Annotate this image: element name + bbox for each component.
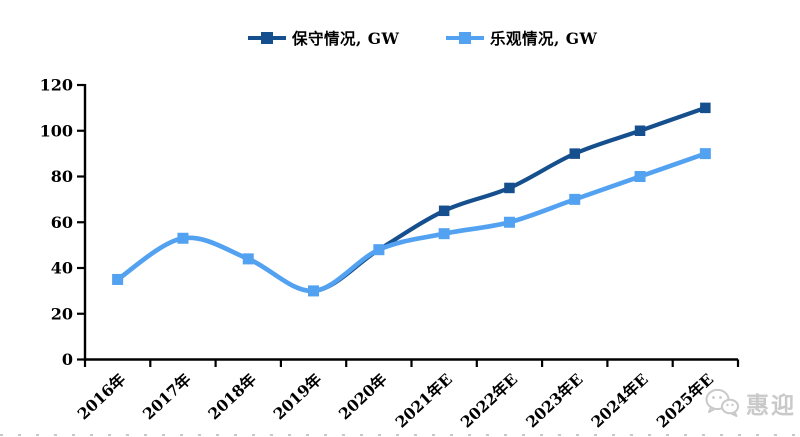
series-marker-0 (634, 125, 646, 136)
x-tick-label: 2023年E (522, 369, 587, 431)
y-tick-label: 0 (62, 350, 73, 369)
x-tick-label: 2020年 (335, 369, 391, 423)
watermark-text: 惠迎 (746, 392, 796, 419)
legend-item-1: 乐观情况, GW (446, 28, 597, 48)
y-tick-label: 60 (51, 213, 73, 232)
series-marker-0 (700, 102, 711, 114)
x-tick-label: 2021年E (391, 369, 456, 431)
series-line-0 (115, 105, 708, 293)
x-tick-label: 2018年 (204, 369, 260, 423)
series-marker-1 (634, 171, 646, 182)
series-marker-1 (699, 148, 711, 160)
bottom-dotted-divider (0, 434, 800, 436)
wechat-icon (705, 388, 739, 417)
series-line-1 (115, 151, 708, 294)
x-tick-label: 2017年 (139, 369, 195, 423)
x-tick-label: 2022年E (457, 369, 522, 431)
series-marker-1 (112, 273, 124, 285)
series-marker-1 (242, 253, 254, 265)
y-tick-label: 100 (40, 121, 73, 140)
series-marker-0 (438, 205, 450, 217)
series-marker-0 (569, 148, 580, 159)
series-marker-1 (177, 232, 189, 244)
legend-label: 保守情况, GW (292, 29, 400, 48)
chart-legend: 保守情况, GW 乐观情况, GW (0, 28, 800, 50)
series-marker-1 (438, 228, 450, 240)
y-tick-label: 40 (51, 259, 73, 278)
series-marker-1 (503, 216, 515, 228)
legend-marker (459, 32, 471, 44)
x-tick-label: 2016年 (74, 369, 130, 423)
legend-item-0: 保守情况, GW (248, 28, 399, 48)
legend-swatch-icon (446, 28, 484, 48)
series-marker-1 (373, 244, 385, 256)
legend-swatch-icon (248, 28, 286, 48)
legend-marker (261, 32, 273, 44)
series-marker-0 (504, 182, 515, 194)
series-marker-1 (308, 285, 320, 297)
legend-label: 乐观情况, GW (490, 29, 598, 48)
y-tick-label: 20 (51, 304, 73, 323)
x-tick-label: 2019年 (269, 369, 325, 423)
x-tick-label: 2024年E (587, 369, 652, 431)
watermark: 惠迎 (704, 386, 796, 420)
y-tick-label: 120 (40, 76, 73, 95)
y-tick-label: 80 (51, 167, 73, 186)
series-marker-1 (569, 193, 581, 205)
